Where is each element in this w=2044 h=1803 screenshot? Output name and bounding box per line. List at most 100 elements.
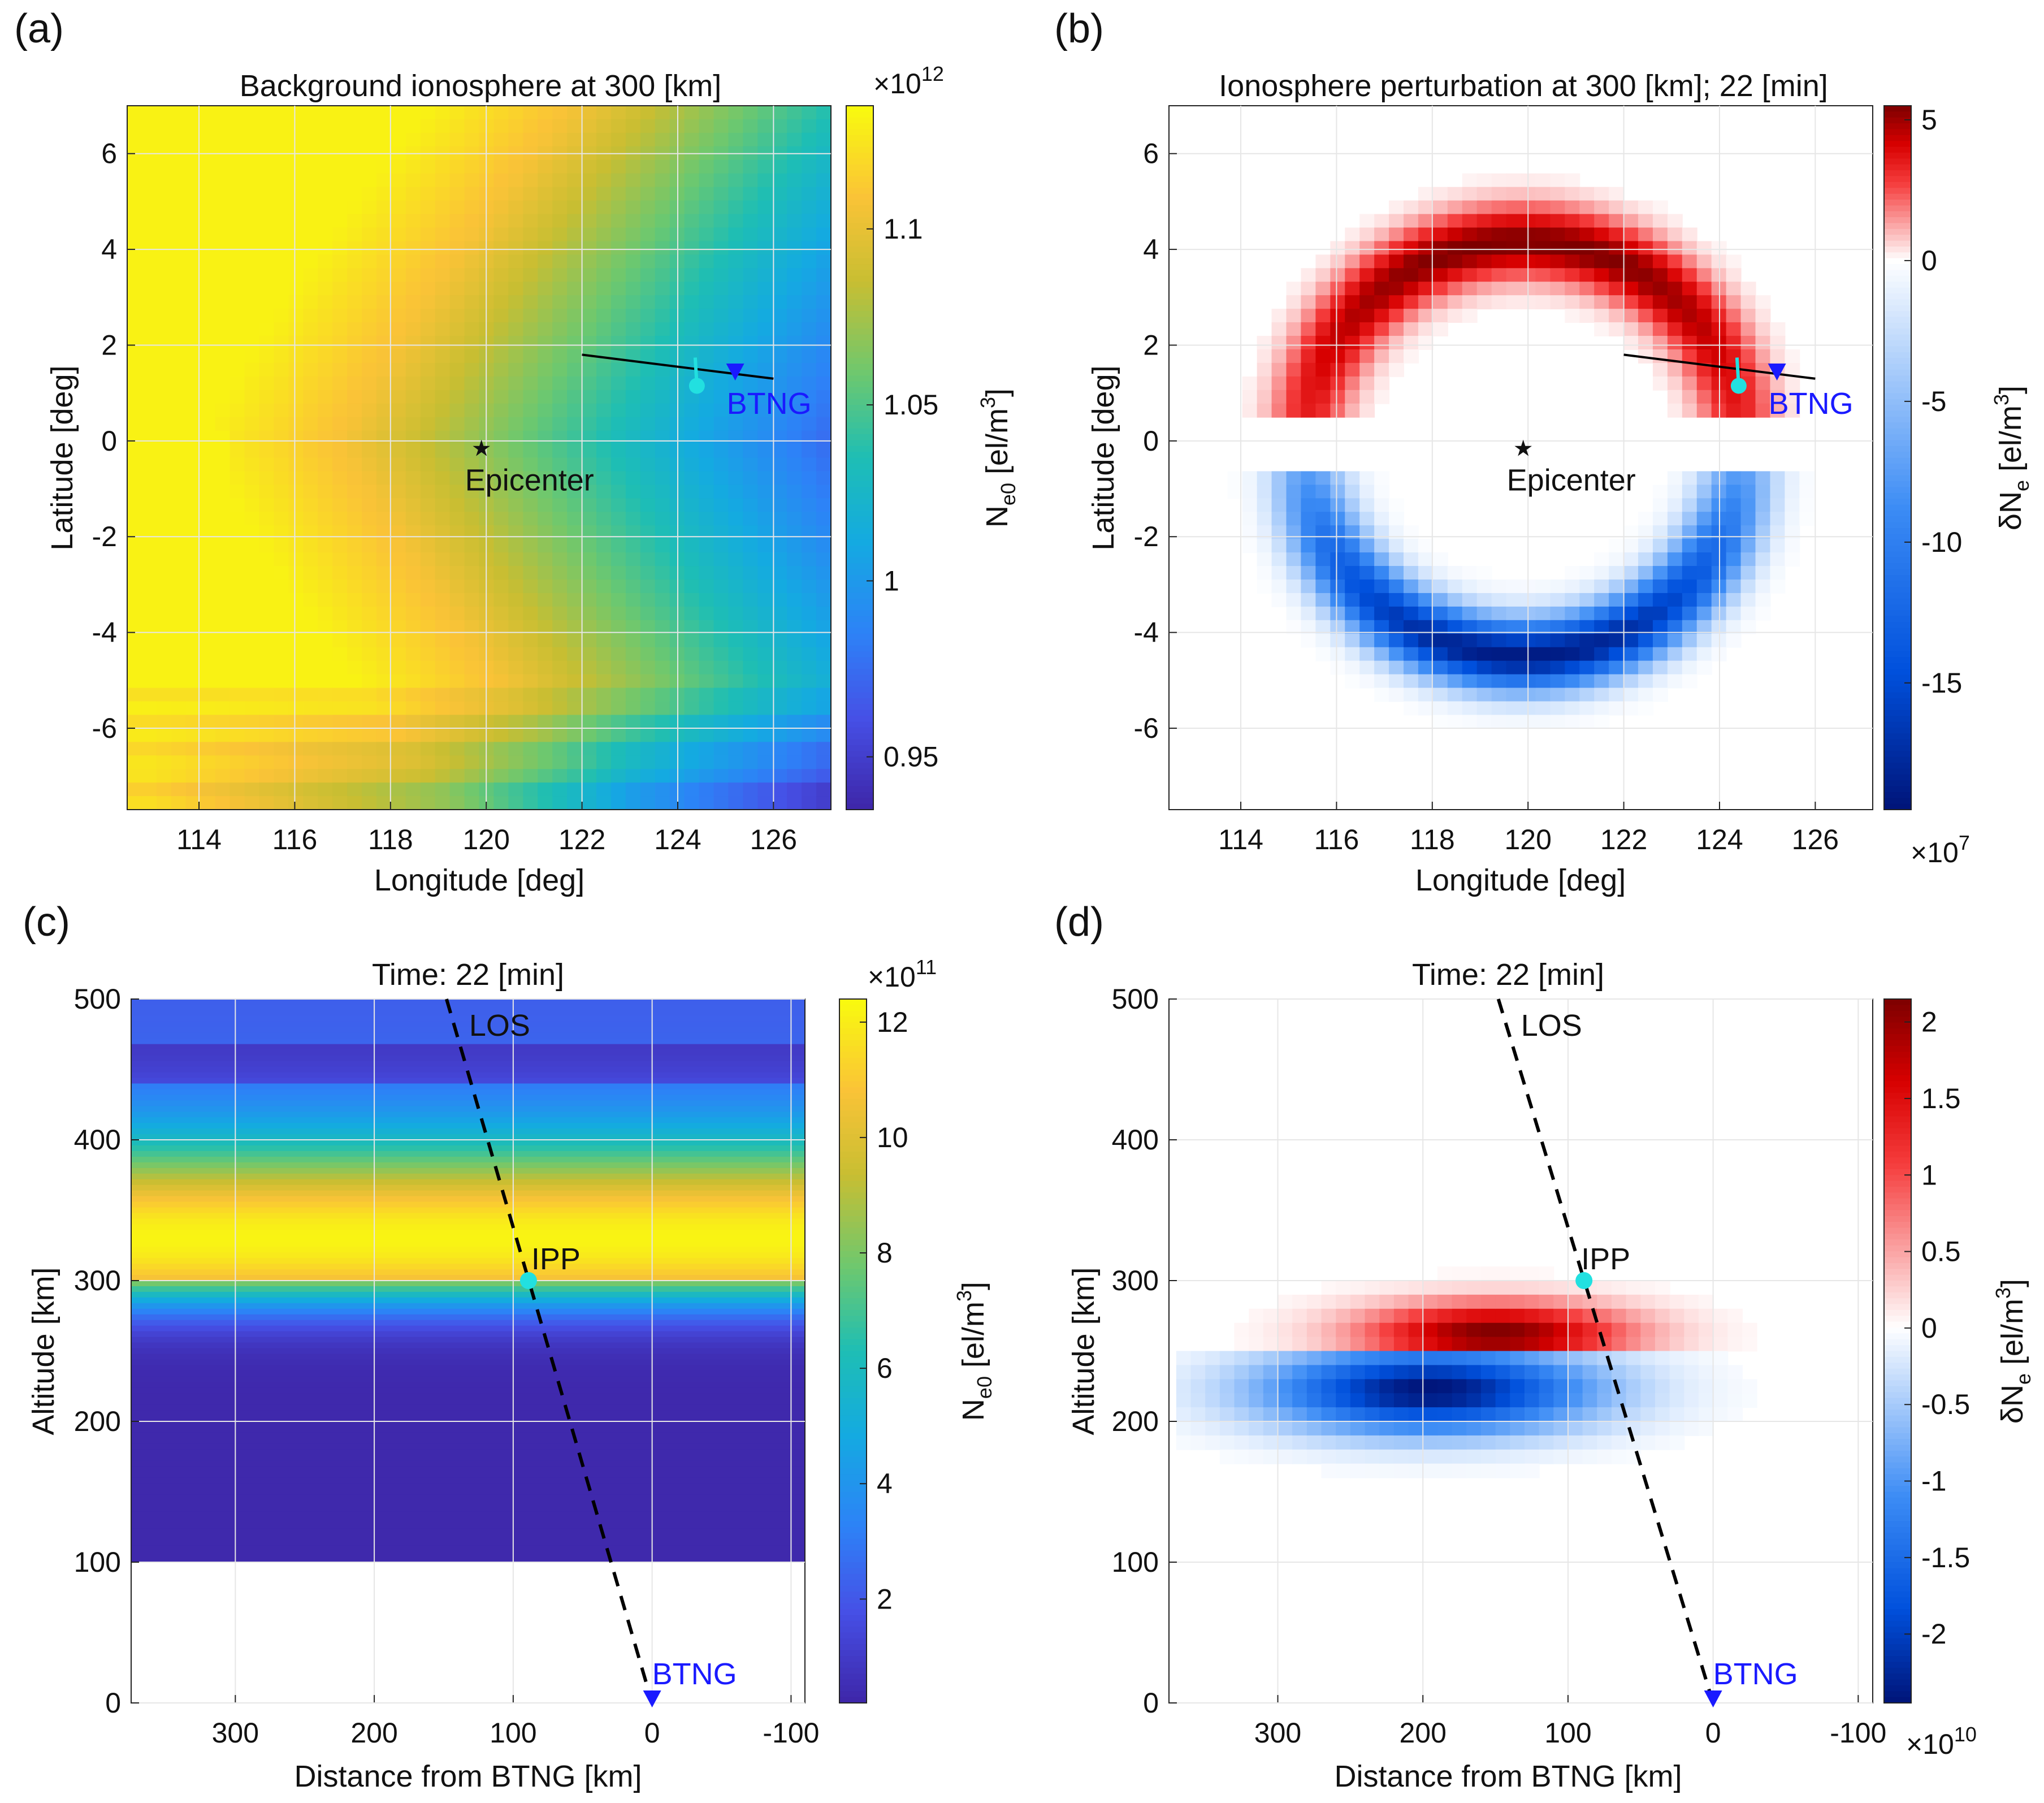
panel-a-cell <box>787 295 803 310</box>
panel-a-cell <box>757 362 773 377</box>
c-ytick-label: 0 <box>105 1687 121 1719</box>
panel-a-cell <box>464 390 480 404</box>
panel-a-cell <box>684 769 700 784</box>
panel-a-cell <box>347 512 362 526</box>
panel-a-cell <box>508 159 524 174</box>
panel-d-cell <box>1567 1322 1583 1338</box>
a-colorbar-cell <box>846 176 873 183</box>
panel-a-cell <box>728 728 744 743</box>
panel-d-cell <box>1510 1463 1525 1478</box>
panel-a-cell <box>229 620 245 634</box>
panel-a-cell <box>244 349 260 364</box>
panel-a-cell <box>362 241 377 256</box>
c-colorbar-cell <box>839 1386 867 1393</box>
panel-a-cell <box>743 525 759 540</box>
panel-a-cell <box>582 336 597 350</box>
panel-a-cell <box>376 796 392 810</box>
panel-d-cell <box>1669 1435 1685 1450</box>
panel-b-cell <box>1667 512 1683 526</box>
panel-a-cell <box>347 579 362 594</box>
d-colorbar-cell <box>1884 1010 1911 1018</box>
panel-b-cell <box>1667 485 1683 499</box>
panel-a-cell <box>376 674 392 689</box>
panel-a-cell <box>772 782 788 797</box>
panel-b-cell <box>1579 606 1595 621</box>
panel-a-cell <box>332 187 348 201</box>
panel-b-cell <box>1682 647 1697 661</box>
panel-a-cell <box>376 647 392 661</box>
panel-a-cell <box>655 660 670 675</box>
panel-a-cell <box>376 606 392 621</box>
panel-b-cell <box>1594 309 1610 323</box>
panel-d-cell <box>1292 1294 1307 1309</box>
panel-b-cell <box>1389 241 1404 256</box>
panel-a-cell <box>127 403 142 418</box>
panel-a-cell <box>347 701 362 716</box>
panel-c-altitude-band <box>131 1004 805 1011</box>
panel-a-cell <box>493 566 509 580</box>
panel-d-cell <box>1480 1322 1496 1338</box>
panel-a-cell <box>787 132 803 147</box>
b-colorbar-cell <box>1884 786 1911 793</box>
panel-a-cell <box>200 457 216 472</box>
d-colorbar-cell <box>1884 1486 1911 1493</box>
panel-a-cell <box>508 200 524 215</box>
panel-a-cell <box>699 782 714 797</box>
panel-d-cell <box>1365 1365 1380 1380</box>
b-colorbar-cell <box>1884 252 1911 259</box>
panel-a-cell <box>582 403 597 418</box>
panel-a-cell <box>523 525 539 540</box>
panel-d-cell <box>1713 1379 1729 1394</box>
panel-a-cell <box>552 200 568 215</box>
b-colorbar-cell <box>1884 510 1911 517</box>
panel-a-cell <box>259 701 275 716</box>
panel-a-cell <box>655 755 670 770</box>
panel-a-cell <box>757 309 773 323</box>
panel-b-cell <box>1345 241 1361 256</box>
panel-c-altitude-band <box>131 1376 805 1383</box>
panel-a-cell <box>435 688 451 702</box>
panel-a-cell <box>625 282 641 296</box>
panel-d-cell <box>1597 1379 1612 1394</box>
panel-a-cell <box>610 769 626 784</box>
panel-a-cell <box>141 796 157 810</box>
panel-a-cell <box>303 390 319 404</box>
panel-a-cell <box>552 485 568 499</box>
panel-a-cell <box>332 322 348 337</box>
panel-a-cell <box>610 782 626 797</box>
panel-b-cell <box>1726 403 1742 418</box>
panel-b-cell <box>1652 539 1668 554</box>
panel-d-cell <box>1393 1337 1409 1352</box>
panel-a-cell <box>508 606 524 621</box>
panel-d-cell <box>1365 1294 1380 1309</box>
panel-d-cell <box>1437 1435 1453 1450</box>
panel-a-cell <box>362 430 377 445</box>
panel-a-cell <box>141 498 157 513</box>
panel-b-cell <box>1565 579 1580 594</box>
panel-a-cell <box>156 620 172 634</box>
panel-a-cell <box>244 159 260 174</box>
panel-a-cell <box>288 457 304 472</box>
panel-a-cell <box>610 674 626 689</box>
d-colorbar-cell <box>1884 1415 1911 1422</box>
panel-a-cell <box>816 579 832 594</box>
panel-b-cell <box>1476 295 1492 310</box>
panel-b-cell <box>1550 715 1566 729</box>
panel-a-cell <box>816 485 832 499</box>
panel-b-cell <box>1374 525 1390 540</box>
panel-a-cell <box>816 471 832 486</box>
panel-a-cell <box>772 715 788 729</box>
panel-b-cell <box>1462 268 1478 283</box>
panel-b-plot-frame <box>1168 105 1873 810</box>
panel-a-cell <box>376 282 392 296</box>
panel-a-cell <box>802 295 817 310</box>
panel-b-cell <box>1315 471 1331 486</box>
panel-a-cell <box>713 755 729 770</box>
c-colorbar-cell <box>839 1638 867 1645</box>
d-colorbar-tick-label: -2 <box>1921 1618 1946 1650</box>
panel-d-cell <box>1669 1322 1685 1338</box>
panel-a-cell <box>376 525 392 540</box>
panel-d-cell <box>1336 1308 1351 1324</box>
panel-a-cell <box>156 444 172 459</box>
panel-a-cell <box>391 769 406 784</box>
